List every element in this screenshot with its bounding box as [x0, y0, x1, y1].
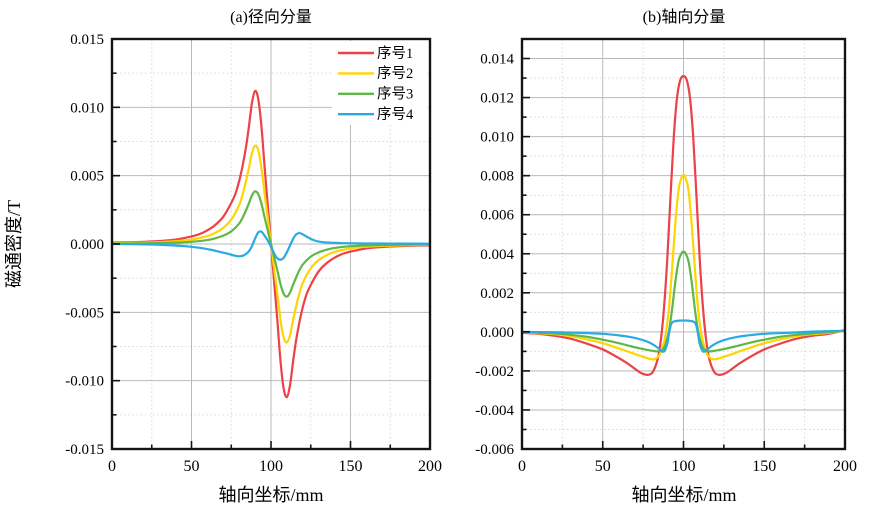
right-chart-title: (b)轴向分量 [643, 8, 726, 26]
y-tick-label: -0.006 [475, 442, 514, 458]
y-tick-label: 0.015 [70, 32, 104, 48]
series-line-序号3 [112, 190, 430, 298]
right-x-axis-label: 轴向坐标/mm [631, 485, 736, 505]
legend-label: 序号1 [377, 45, 413, 62]
y-tick-label: 0.006 [480, 208, 514, 224]
series-layer [522, 75, 845, 376]
x-tick-label: 50 [595, 458, 611, 475]
series-layer [112, 89, 430, 399]
x-tick-label: 0 [518, 458, 526, 475]
plots-layer: 0 50 100 150 200 -0.015 -0.010 -0.005 0.000 0.005… [65, 32, 857, 475]
x-tick-label: 200 [833, 458, 857, 475]
left-chart-title: (a)径向分量 [230, 8, 312, 26]
x-tick-label: 100 [672, 458, 696, 475]
series-line-序号1 [522, 75, 845, 376]
x-tick-label: 100 [259, 458, 283, 475]
y-tick-label: 0.005 [70, 169, 104, 185]
legend-label: 序号2 [377, 65, 413, 82]
y-tick-label: 0.010 [70, 100, 104, 116]
y-tick-label: -0.002 [475, 364, 514, 380]
legend-label: 序号3 [377, 86, 413, 103]
legend-label: 序号4 [377, 106, 414, 123]
x-tick-label: 0 [108, 458, 116, 475]
legend-background [332, 41, 428, 125]
y-tick-label: -0.004 [475, 403, 514, 419]
y-tick-label: 0.014 [480, 52, 514, 68]
y-tick-label: -0.015 [65, 442, 104, 458]
series-line-序号2 [522, 174, 845, 361]
y-tick-label: 0.000 [480, 325, 514, 341]
y-tick-label: 0.010 [480, 130, 514, 146]
y-tick-label: 0.000 [70, 237, 104, 253]
legend: 序号1 序号2 序号3 序号4 [332, 41, 428, 125]
x-tick-label: 150 [339, 458, 363, 475]
chart-axial-component: 0 50 100 150 200 -0.006 -0.004 -0.002 0.000 0.002… [475, 37, 857, 475]
x-tick-label: 150 [752, 458, 776, 475]
series-line-序号4 [522, 319, 845, 353]
series-line-序号3 [522, 250, 845, 353]
x-tick-label: 50 [184, 458, 200, 475]
series-line-序号4 [112, 230, 430, 261]
y-tick-label: 0.004 [480, 247, 514, 263]
y-tick-label: 0.012 [480, 91, 514, 107]
x-tick-label: 200 [418, 458, 442, 475]
y-axis-label: 磁通密度/T [4, 200, 24, 288]
y-tick-label: 0.002 [480, 286, 514, 302]
chart-radial-component: 0 50 100 150 200 -0.015 -0.010 -0.005 0.000 0.005… [65, 32, 442, 475]
y-tick-label: -0.010 [65, 374, 104, 390]
left-x-axis-label: 轴向坐标/mm [218, 485, 323, 505]
y-tick-label: -0.005 [65, 305, 104, 321]
y-tick-label: 0.008 [480, 169, 514, 185]
